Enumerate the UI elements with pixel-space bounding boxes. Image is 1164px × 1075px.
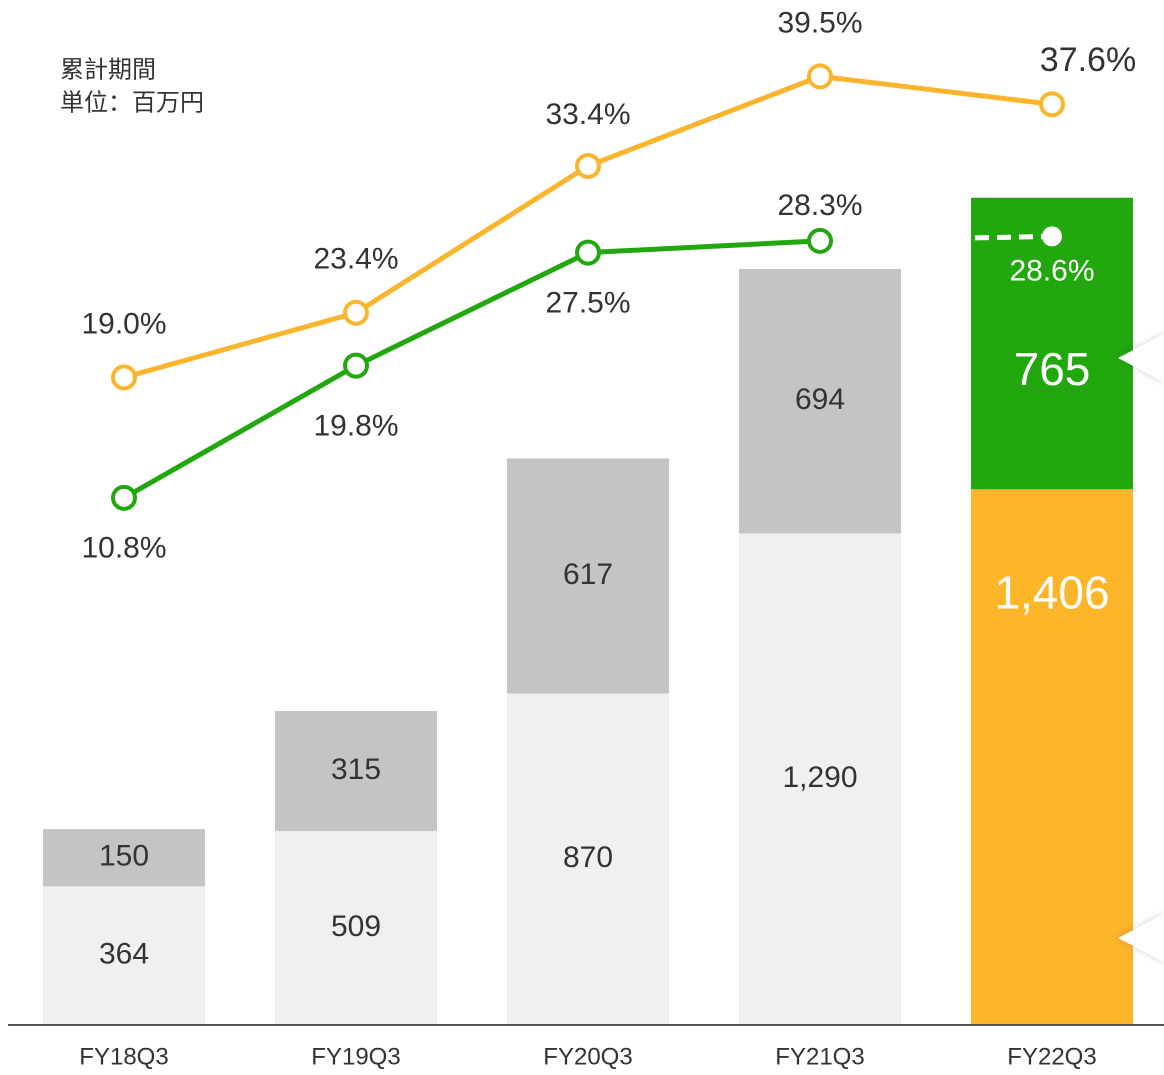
bar-value-label: 1,290 [782, 761, 857, 794]
bar-value-label: 870 [563, 841, 613, 874]
bar-value-label: 765 [1014, 343, 1091, 395]
bar-value-label: 617 [563, 558, 613, 591]
bar-value-label: 509 [331, 910, 381, 943]
x-tick-label: FY22Q3 [1007, 1043, 1096, 1070]
bar-segment [507, 693, 669, 1025]
line-segment [974, 233, 1053, 241]
line [122, 238, 821, 500]
line-point [343, 299, 369, 326]
x-tick-label: FY20Q3 [543, 1043, 632, 1070]
bar-segment [739, 269, 901, 534]
bar-segment [275, 831, 437, 1025]
line-point [807, 227, 833, 254]
bar-segment [971, 489, 1133, 1026]
line-value-label: 19.0% [81, 307, 166, 340]
line-value-label: 37.6% [1040, 41, 1136, 79]
line-point [1042, 226, 1062, 247]
note: 累計期間 [60, 56, 156, 83]
line-point [111, 364, 137, 391]
line-value-label: 33.4% [545, 98, 630, 131]
bar-segment [275, 711, 437, 832]
line-value-label: 39.5% [777, 6, 862, 39]
x-tick-label: FY18Q3 [79, 1043, 168, 1070]
x-tick-label: FY19Q3 [311, 1043, 400, 1070]
line-value-label: 19.8% [313, 410, 398, 443]
line-point [1039, 91, 1065, 118]
line-point [343, 352, 369, 379]
line-value-label: 10.8% [81, 532, 166, 565]
bar-segment [507, 458, 669, 694]
callout-pointer [1118, 334, 1164, 382]
line-point [807, 63, 833, 90]
line-point [575, 239, 601, 266]
line-value-label: 28.6% [1009, 254, 1094, 287]
bar-value-label: 315 [331, 753, 381, 786]
x-tick-label: FY21Q3 [775, 1043, 864, 1070]
line-point [111, 484, 137, 511]
line-value-label: 23.4% [313, 243, 398, 276]
bar-value-label: 694 [795, 383, 845, 416]
line-value-label: 28.3% [777, 189, 862, 222]
bar-segment [739, 533, 901, 1025]
bar-value-label: 364 [99, 938, 149, 971]
note: 単位：百万円 [60, 89, 204, 116]
bar-segment [43, 829, 205, 887]
line-point [575, 152, 601, 179]
bar-segment [43, 886, 205, 1025]
bar-value-label: 150 [99, 840, 149, 873]
line-value-label: 27.5% [545, 287, 630, 320]
callout-pointer [1118, 914, 1164, 962]
bar-value-label: 1,406 [994, 567, 1109, 619]
